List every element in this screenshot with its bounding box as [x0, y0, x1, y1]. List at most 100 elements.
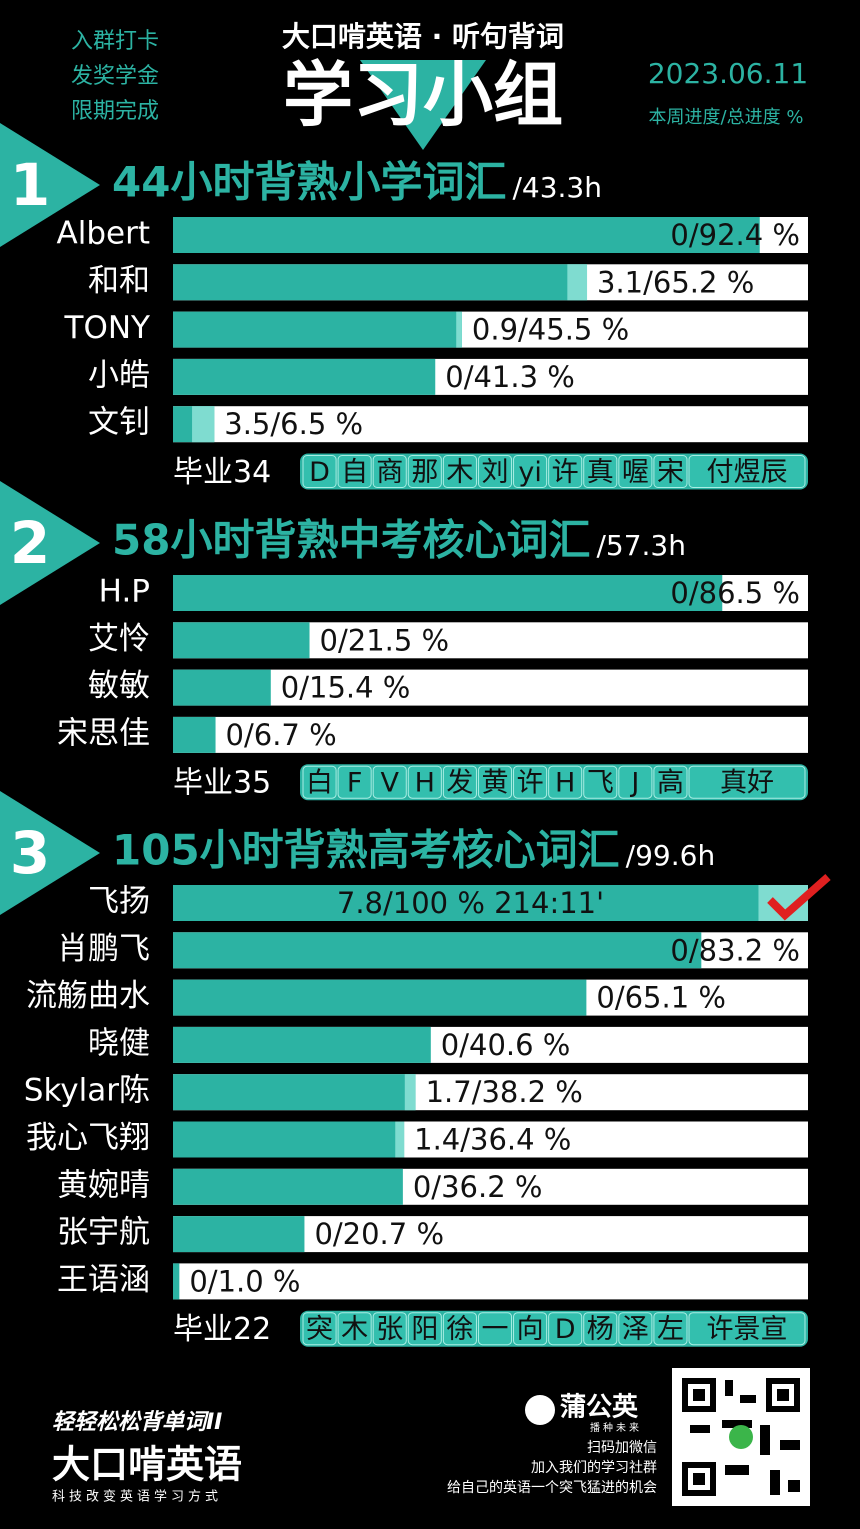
- bar-label: 0/36.2 %: [413, 1170, 543, 1204]
- member-name: 艾怜: [88, 621, 150, 657]
- graduate-name: 白: [306, 768, 333, 799]
- graduates-label: 毕业22: [173, 1312, 271, 1347]
- logo-main: 大口啃英语: [52, 1443, 242, 1487]
- bar-weekly: [567, 264, 588, 301]
- brand-title: 大口啃英语 · 听句背词: [282, 20, 564, 53]
- graduate-cell: [442, 455, 477, 488]
- graduate-name: 木: [341, 1314, 368, 1345]
- graduate-cell: [688, 455, 806, 488]
- date: 2023.06.11: [648, 57, 808, 90]
- graduate-cell: [688, 765, 806, 799]
- graduates-label: 毕业34: [173, 455, 271, 490]
- section-hours: /99.6h: [626, 839, 716, 872]
- graduate-cell: [407, 455, 442, 488]
- graduate-name: yi: [518, 457, 541, 488]
- graduate-name: H: [415, 768, 435, 799]
- bar-total: [173, 979, 587, 1016]
- member-name: TONY: [64, 310, 151, 346]
- bar-label: 0/20.7 %: [314, 1217, 444, 1251]
- graduate-cell: [372, 455, 407, 488]
- graduate-cell: [372, 765, 407, 799]
- graduate-name: 杨: [587, 1314, 614, 1345]
- bar-weekly: [456, 311, 462, 348]
- bar-total: [173, 1074, 416, 1111]
- graduate-cell: [513, 1312, 548, 1346]
- bar-label: 1.7/38.2 %: [426, 1075, 583, 1109]
- bar-total: [173, 622, 310, 659]
- bar-label: 0/15.4 %: [281, 671, 411, 705]
- graduate-name: 那: [411, 457, 438, 488]
- bar-total: [173, 1216, 305, 1253]
- graduate-name: V: [380, 768, 399, 799]
- bar-track: [173, 716, 808, 753]
- partner-icon: [525, 1395, 555, 1425]
- graduate-cell: [513, 765, 548, 799]
- partner: 蒲公英: [560, 1393, 639, 1423]
- graduate-name: 突: [306, 1314, 333, 1345]
- bar-label: 3.5/6.5 %: [224, 407, 363, 441]
- section-banner: [0, 481, 100, 605]
- graduate-cell: [653, 765, 688, 799]
- bar-label: 0/86.5 %: [670, 576, 800, 610]
- graduate-cell: [442, 1312, 477, 1346]
- member-name: 敏敏: [88, 668, 150, 704]
- graduate-cell: [302, 455, 337, 488]
- section-hours: /43.3h: [512, 171, 602, 204]
- graduate-name: 高: [657, 768, 684, 799]
- bar-total: [173, 311, 462, 348]
- graduate-cell: [302, 1312, 337, 1346]
- qr-text: 扫码加微信: [587, 1440, 657, 1456]
- section-banner: [0, 791, 100, 915]
- graduate-cell: [407, 765, 442, 799]
- graduate-name: D: [555, 1314, 576, 1345]
- graduate-name: 飞: [587, 768, 614, 799]
- member-name: 文钊: [88, 405, 150, 441]
- graduate-name: 阳: [411, 1314, 438, 1345]
- slogan: 发奖学金: [71, 64, 159, 89]
- graduate-name: J: [629, 768, 639, 799]
- bar-label: 0/40.6 %: [441, 1028, 571, 1062]
- bar-label: 0/41.3 %: [445, 360, 575, 394]
- bar-track: [173, 1263, 808, 1300]
- bar-total: [173, 575, 723, 611]
- bar-label: 0/1.0 %: [189, 1264, 300, 1298]
- graduate-cell: [477, 765, 513, 799]
- bar-label: 0/21.5 %: [320, 623, 450, 657]
- graduate-name: 木: [446, 457, 473, 488]
- graduate-name: 向: [517, 1314, 544, 1345]
- graduate-name: 付煜辰: [707, 457, 788, 488]
- graduate-name: 喔: [622, 457, 649, 488]
- graduate-name: 发: [446, 768, 473, 799]
- graduate-name: 左: [657, 1314, 684, 1345]
- bar-total: [173, 264, 588, 301]
- graduate-cell: [688, 1312, 806, 1346]
- bar-weekly: [395, 1121, 405, 1158]
- graduate-cell: [583, 455, 618, 488]
- slogan: 入群打卡: [71, 29, 159, 54]
- graduate-cell: [513, 455, 548, 488]
- graduate-name: 张: [376, 1314, 403, 1345]
- section-number: 1: [10, 151, 50, 219]
- bar-label: 0/6.7 %: [226, 718, 337, 752]
- graduate-name: 刘: [482, 457, 509, 488]
- bar-track: [173, 669, 808, 706]
- member-name: 飞扬: [88, 884, 150, 920]
- member-name: Albert: [57, 216, 150, 252]
- graduate-name: 商: [376, 457, 403, 488]
- graduate-name: 许景宣: [707, 1314, 788, 1345]
- qr-text: 给自己的英语一个突飞猛进的机会: [447, 1479, 657, 1496]
- member-name: 流觞曲水: [26, 978, 150, 1014]
- bar-weekly: [404, 1074, 416, 1111]
- bar-label: 0/83.2 %: [670, 933, 800, 967]
- graduate-name: 许: [517, 768, 544, 799]
- section-title: 44小时背熟小学词汇: [112, 158, 506, 207]
- graduates-label: 毕业35: [173, 766, 271, 801]
- graduate-cell: [583, 765, 618, 799]
- graduate-name: 真好: [720, 768, 774, 799]
- title: 学习小组: [283, 54, 563, 136]
- bar-label: 1.4/36.4 %: [414, 1123, 571, 1157]
- bar-total: [173, 358, 436, 395]
- graduate-name: 徐: [446, 1314, 473, 1345]
- groups: 1 44小时背熟小学词汇/43.3h Albert 0/92.4 % 和和 3.1/65.…: [0, 123, 808, 1347]
- section-number: 3: [10, 819, 50, 887]
